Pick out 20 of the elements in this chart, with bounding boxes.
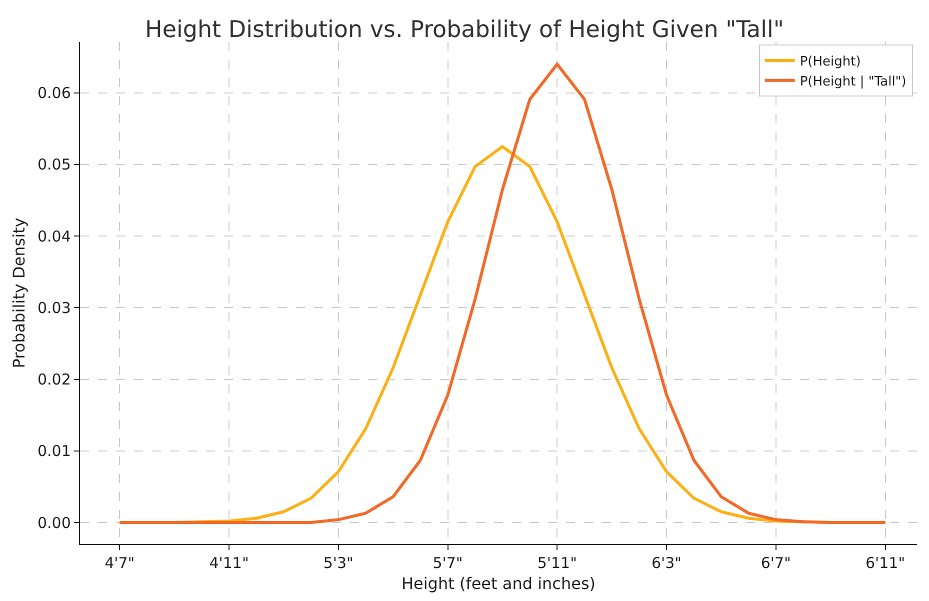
chart-title: Height Distribution vs. Probability of Height Given "Tall" <box>145 17 784 44</box>
legend-label: P(Height | "Tall") <box>800 74 906 90</box>
x-tick-label: 5'3" <box>323 554 354 572</box>
x-tick-label: 5'7" <box>432 554 463 572</box>
x-tick-label: 6'3" <box>651 554 682 572</box>
legend-label: P(Height) <box>800 54 861 70</box>
x-tick-label: 4'7" <box>104 554 135 572</box>
x-tick-label: 4'11" <box>209 554 249 572</box>
y-axis-title: Probability Density <box>9 218 28 368</box>
y-tick-label: 0.05 <box>37 156 71 174</box>
y-tick-label: 0.02 <box>37 370 71 389</box>
x-tick-label: 6'7" <box>760 554 791 572</box>
y-tick-label: 0.06 <box>37 84 71 102</box>
x-tick-label: 6'11" <box>865 554 906 572</box>
y-tick-label: 0.03 <box>37 298 71 317</box>
y-tick-label: 0.01 <box>37 442 71 460</box>
x-tick-label: 5'11" <box>537 554 577 572</box>
y-tick-label: 0.04 <box>37 227 71 246</box>
y-tick-label: 0.00 <box>37 514 71 532</box>
x-axis-title: Height (feet and inches) <box>401 574 596 593</box>
